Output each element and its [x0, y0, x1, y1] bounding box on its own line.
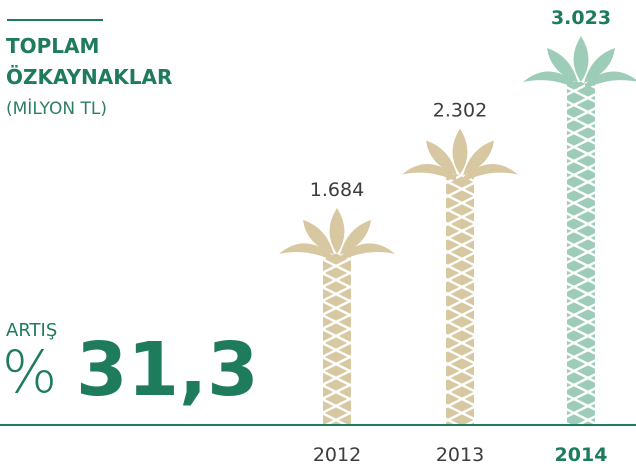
- crown: [523, 36, 636, 89]
- x-tick-label: 2013: [436, 444, 484, 466]
- palm-bar: [279, 208, 395, 424]
- chart-title: ÖZKAYNAKLAR: [6, 65, 172, 89]
- trunk-pattern: [446, 175, 474, 424]
- crown: [279, 208, 395, 261]
- annotation-value: 31,3: [76, 327, 259, 413]
- palm-bar: [523, 36, 636, 424]
- palm-bar: [402, 129, 518, 424]
- x-tick-label: 2014: [555, 444, 608, 466]
- value-label: 1.684: [310, 179, 364, 201]
- chart-subtitle: (MİLYON TL): [6, 98, 107, 119]
- x-tick-label: 2012: [313, 444, 361, 466]
- value-label: 2.302: [433, 100, 487, 122]
- crown: [402, 129, 518, 182]
- value-label: 3.023: [551, 7, 611, 29]
- chart-title: TOPLAM: [6, 34, 99, 58]
- annotation-symbol: %: [2, 338, 57, 406]
- trunk-pattern: [567, 82, 595, 424]
- chart: TOPLAM ÖZKAYNAKLAR (MİLYON TL) ARTIŞ % 3…: [0, 0, 636, 470]
- trunk-pattern: [323, 254, 351, 424]
